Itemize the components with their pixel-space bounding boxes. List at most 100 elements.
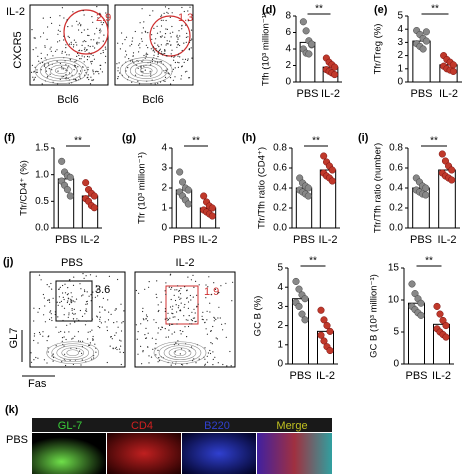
flow-event — [179, 353, 181, 355]
flow-event — [78, 319, 80, 321]
flow-event — [150, 73, 152, 75]
flow-event — [159, 48, 161, 50]
flow-event — [104, 321, 106, 323]
flow-event — [193, 308, 195, 310]
flow-event — [74, 65, 77, 67]
flow-event — [51, 69, 53, 71]
flow-event — [170, 36, 172, 38]
y-axis-label: Tfr/Tfh ratio (CD4⁺) — [257, 147, 268, 229]
flow-event — [139, 47, 141, 49]
flow-event — [181, 66, 183, 68]
flow-event — [225, 336, 227, 338]
flow-event — [83, 48, 86, 50]
flow-event — [174, 289, 176, 291]
flow-event — [210, 330, 212, 332]
flow-event — [168, 8, 170, 10]
flow-event — [145, 337, 148, 339]
flow-event — [222, 329, 224, 331]
flow-event — [176, 289, 178, 291]
flow-event — [33, 307, 35, 309]
flow-event — [50, 50, 52, 52]
flow-event — [166, 317, 168, 319]
flow-event — [164, 33, 167, 35]
y-tick-label: 2 — [285, 60, 291, 71]
flow-event — [185, 36, 187, 39]
flow-event — [90, 320, 92, 322]
flow-event — [47, 299, 49, 301]
y-tick-label: 3 — [397, 37, 403, 48]
flow-event — [91, 318, 93, 320]
flow-event — [120, 340, 122, 342]
flow-event — [157, 310, 159, 313]
flow-event — [89, 45, 91, 48]
flow-event — [167, 12, 169, 14]
flow-event — [96, 41, 98, 43]
flow-event — [106, 329, 108, 332]
flow-event — [179, 56, 181, 58]
flow-event — [42, 331, 44, 333]
flow-event — [177, 61, 179, 63]
flow-event — [194, 312, 196, 314]
flow-event — [204, 322, 206, 324]
flow-event — [171, 308, 173, 310]
flow-event — [134, 30, 136, 33]
flow-event — [102, 49, 104, 52]
x-tick-label: IL-2 — [81, 234, 100, 246]
flow-event — [69, 59, 72, 61]
flow-event — [59, 286, 61, 288]
flow-event — [164, 36, 166, 38]
flow-event — [186, 297, 188, 299]
flow-event — [179, 298, 181, 300]
data-point — [320, 152, 328, 160]
flow-event — [82, 294, 84, 296]
flow-event — [72, 11, 74, 13]
flow-event — [190, 279, 192, 281]
flow-event — [57, 316, 59, 318]
flow-event — [160, 14, 163, 16]
flow-event — [135, 324, 137, 326]
flow-event — [171, 25, 173, 28]
flow-event — [155, 38, 157, 40]
flow-event — [165, 293, 167, 295]
data-point — [184, 186, 192, 194]
flow-event — [59, 78, 61, 80]
flow-event — [40, 279, 42, 281]
flow-event — [147, 346, 149, 348]
flow-event — [226, 365, 228, 367]
flow-event — [40, 57, 43, 60]
flow-event — [90, 76, 92, 78]
x-tick-label: PBS — [296, 88, 318, 100]
flow-event — [212, 358, 214, 360]
data-point — [298, 310, 306, 318]
flow-event — [89, 83, 92, 85]
flow-event — [166, 55, 168, 57]
flow-event — [147, 53, 149, 55]
flow-event — [171, 323, 173, 325]
flow-event — [147, 47, 149, 49]
y-axis-label: GC B (10³ million⁻¹) — [369, 274, 380, 358]
data-point — [184, 200, 192, 208]
flow-event — [118, 348, 121, 350]
flow-event — [45, 70, 48, 72]
flow-event — [79, 309, 81, 312]
flow-event — [165, 282, 167, 284]
flow-event — [50, 313, 52, 315]
flow-event — [161, 326, 163, 329]
flow-event — [63, 35, 65, 37]
flow-event — [83, 56, 85, 58]
flow-event — [180, 287, 182, 290]
data-point — [179, 178, 187, 186]
flow-event — [91, 280, 93, 282]
flow-event — [77, 66, 79, 68]
flow-event — [71, 309, 73, 311]
y-tick-label: 4 — [285, 44, 291, 55]
flow-event — [157, 332, 159, 334]
flow-title: PBS — [61, 257, 83, 269]
flow-event — [61, 66, 63, 68]
flow-event — [179, 309, 181, 311]
flow-event — [181, 49, 183, 52]
flow-event — [186, 289, 188, 291]
flow-event — [105, 48, 107, 50]
flow-event — [120, 330, 123, 332]
flow-event — [139, 43, 141, 45]
